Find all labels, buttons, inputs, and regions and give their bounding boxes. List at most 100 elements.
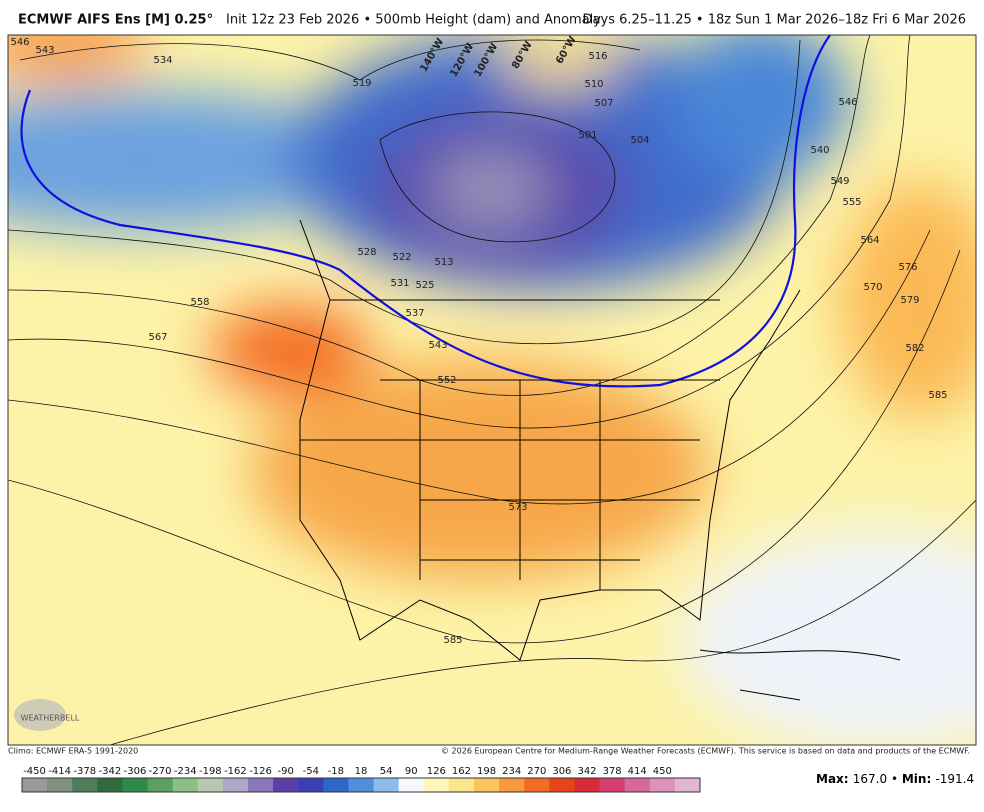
- colorbar-tick-label: 342: [577, 766, 596, 777]
- contour-label: 546: [10, 37, 29, 48]
- colorbar-swatch: [448, 778, 475, 792]
- logo-mark: [14, 699, 66, 731]
- contour-label: 516: [588, 51, 607, 62]
- contour-label: 549: [830, 176, 849, 187]
- colorbar-swatch: [398, 778, 425, 792]
- contour-label: 519: [352, 78, 371, 89]
- colorbar-swatch: [97, 778, 123, 792]
- min-value: -191.4: [935, 772, 974, 786]
- colorbar-swatch: [674, 778, 701, 792]
- contour-label: 558: [190, 297, 209, 308]
- contour-label: 528: [357, 247, 376, 258]
- min-label: Min: [902, 772, 927, 786]
- colorbar-swatch: [474, 778, 500, 792]
- contour-label: 525: [415, 280, 434, 291]
- contour-label: 570: [863, 282, 882, 293]
- colorbar-tick-label: -414: [48, 766, 71, 777]
- contour-label: 531: [390, 278, 409, 289]
- colorbar-tick-label: 90: [405, 766, 418, 777]
- contour-label: 546: [838, 97, 857, 108]
- contour-label: 585: [928, 390, 947, 401]
- colorbar-tick-label: -198: [199, 766, 222, 777]
- colorbar-tick-label: -126: [249, 766, 272, 777]
- colorbar-swatch: [122, 778, 149, 792]
- colorbar-tick-label: -378: [73, 766, 96, 777]
- contour-label: 537: [405, 308, 424, 319]
- colorbar-swatch: [348, 778, 375, 792]
- colorbar-frame: [21, 777, 701, 793]
- colorbar-tick-label: 18: [355, 766, 368, 777]
- colorbar-swatch: [524, 778, 550, 792]
- colorbar-tick-label: -342: [99, 766, 122, 777]
- subtitle: Init 12z 23 Feb 2026 • 500mb Height (dam…: [226, 13, 601, 28]
- contour-label: 543: [428, 340, 447, 351]
- colorbar-swatch: [499, 778, 525, 792]
- contour-label: 540: [810, 145, 829, 156]
- colorbar-swatch: [423, 778, 450, 792]
- colorbar-swatch: [248, 778, 274, 792]
- colorbar-tick-label: -270: [149, 766, 172, 777]
- max-label: Max: [816, 772, 844, 786]
- contour-label: 585: [443, 635, 462, 646]
- colorbar-swatch: [147, 778, 174, 792]
- contour-label: 510: [584, 79, 603, 90]
- copyright: © 2026 European Centre for Medium-Range …: [441, 747, 970, 756]
- contour-label: 567: [148, 332, 167, 343]
- colorbar-tick-label: -162: [224, 766, 247, 777]
- colorbar-tick-label: 198: [477, 766, 496, 777]
- colorbar-swatch: [222, 778, 249, 792]
- contour-label: 579: [900, 295, 919, 306]
- colorbar-swatch: [273, 778, 299, 792]
- colorbar-tick-label: -54: [303, 766, 319, 777]
- colorbar-tick-label: 450: [653, 766, 672, 777]
- colorbar-swatch: [549, 778, 575, 792]
- colorbar-tick-label: 306: [552, 766, 571, 777]
- colorbar-tick-label: -234: [174, 766, 197, 777]
- colorbar-swatch: [373, 778, 400, 792]
- contour-label: 552: [437, 375, 456, 386]
- contour-label: 555: [842, 197, 861, 208]
- colorbar-swatch: [72, 778, 98, 792]
- title: ECMWF AIFS Ens [M] 0.25°: [18, 13, 213, 28]
- colorbar-tick-label: 378: [603, 766, 622, 777]
- colorbar-tick-label: 162: [452, 766, 471, 777]
- colorbar-swatch: [599, 778, 626, 792]
- colorbar-tick-label: -306: [124, 766, 147, 777]
- colorbar-tick-label: -90: [277, 766, 293, 777]
- colorbar-tick-label: 234: [502, 766, 521, 777]
- colorbar-swatch: [298, 778, 324, 792]
- colorbar-tick-label: -18: [328, 766, 344, 777]
- map: 546 543 534 519 516 510 507 504 501 528 522 513 531 5…: [8, 35, 976, 745]
- contour-label: 501: [578, 130, 597, 141]
- climo-note: Climo: ECMWF ERA-5 1991-2020: [8, 747, 138, 756]
- colorbar-tick-label: 126: [427, 766, 446, 777]
- logo: WEATHERBELL: [21, 714, 80, 723]
- colorbar-swatch: [624, 778, 651, 792]
- contour-label: 534: [153, 55, 172, 66]
- colorbar-swatch: [574, 778, 601, 792]
- valid-time: Days 6.25–11.25 • 18z Sun 1 Mar 2026–18z…: [583, 13, 966, 28]
- contour-label: 582: [905, 343, 924, 354]
- colorbar-tick-label: 54: [380, 766, 393, 777]
- contour-label: 564: [860, 235, 879, 246]
- colorbar-tick-label: 270: [527, 766, 546, 777]
- colorbar-swatch: [47, 778, 73, 792]
- colorbar-swatch: [323, 778, 349, 792]
- contour-label: 507: [594, 98, 613, 109]
- colorbar-swatch: [649, 778, 676, 792]
- contour-label: 573: [508, 502, 527, 513]
- contour-label: 543: [35, 45, 54, 56]
- contour-label: 513: [434, 257, 453, 268]
- map-frame: [7, 34, 977, 746]
- colorbar: -450 -414 -378 -342 -306 -270 -234 -198 -162 -126…: [21, 766, 701, 793]
- contour-label: 504: [630, 135, 649, 146]
- colorbar-tick-label: 414: [628, 766, 647, 777]
- max-value: 167.0: [853, 772, 887, 786]
- colorbar-swatch: [172, 778, 199, 792]
- colon: :: [844, 772, 853, 786]
- colon: :: [926, 772, 935, 786]
- colorbar-tick-label: -450: [23, 766, 46, 777]
- colorbar-swatch: [22, 778, 48, 792]
- contour-label: 576: [898, 262, 917, 273]
